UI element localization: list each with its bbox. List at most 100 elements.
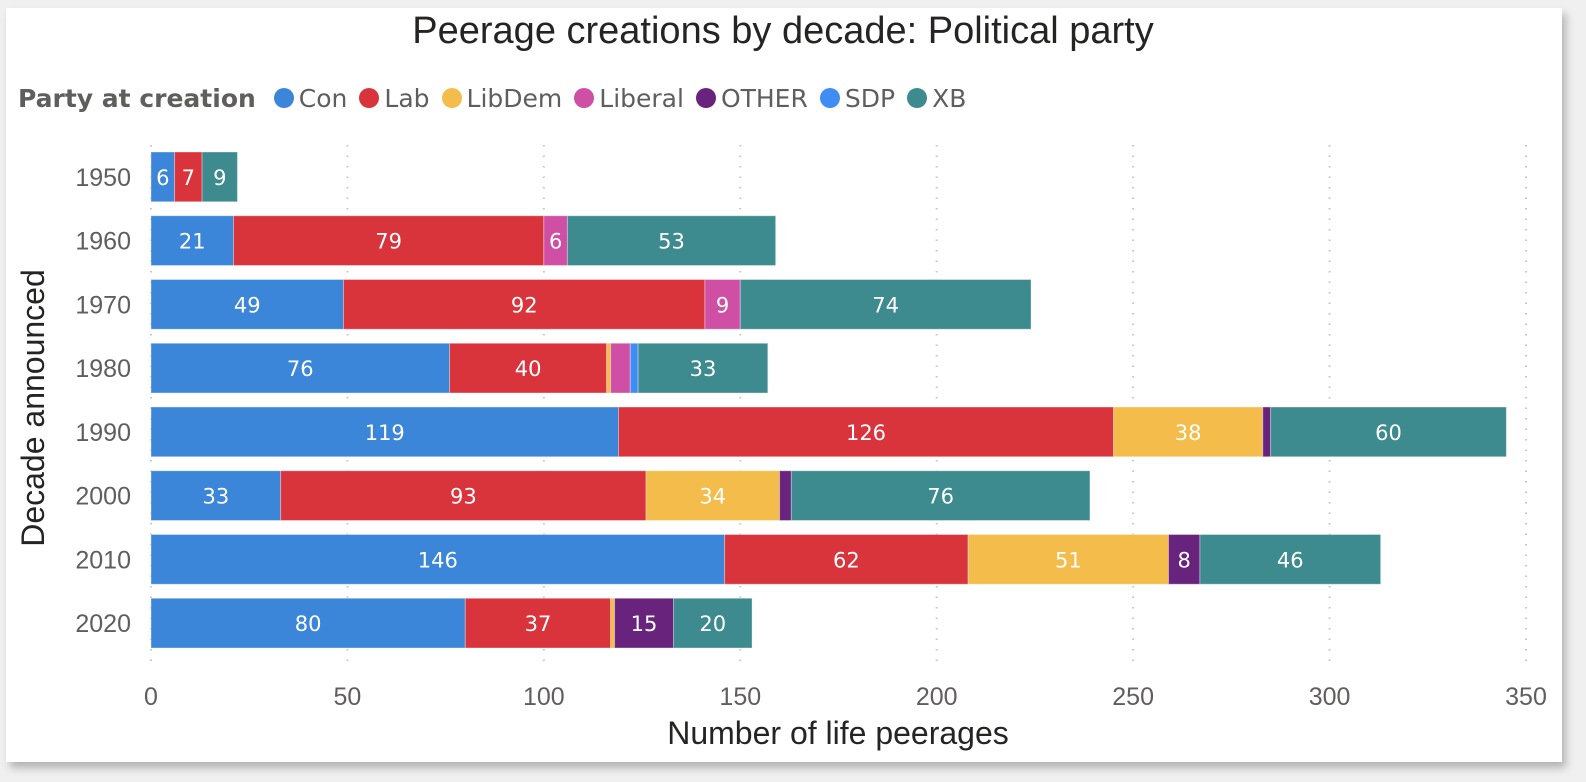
bar-segment-other-1990[interactable] — [1262, 406, 1272, 458]
bar-segment-lab-1980[interactable] — [449, 342, 608, 394]
legend-label: Con — [298, 83, 348, 113]
data-label: 76 — [287, 357, 314, 381]
bar-segment-liberal-1960[interactable] — [543, 215, 568, 266]
legend-item-lab[interactable]: Lab — [359, 83, 430, 113]
data-label: 6 — [549, 230, 562, 254]
x-tick-label: 50 — [334, 683, 362, 711]
bar-segment-xb-2000[interactable] — [790, 470, 1091, 521]
bar-segment-libdem-2020[interactable] — [610, 597, 616, 649]
data-label: 76 — [927, 485, 954, 509]
legend-label: SDP — [844, 83, 896, 113]
data-label: 20 — [699, 612, 726, 636]
bar-segment-sdp-1980[interactable] — [629, 342, 639, 394]
bar-segment-con-1980[interactable] — [150, 342, 451, 394]
y-tick-label: 1970 — [75, 291, 131, 319]
legend-label: Liberal — [599, 83, 684, 113]
data-label: 46 — [1277, 548, 1304, 572]
y-tick-label: 1990 — [75, 419, 131, 447]
x-tick-label: 350 — [1505, 683, 1547, 711]
legend-item-con[interactable]: Con — [273, 83, 348, 113]
bar-segment-xb-1950[interactable] — [201, 151, 238, 203]
legend-item-libdem[interactable]: LibDem — [441, 84, 562, 113]
legend-item-sdp[interactable]: SDP — [819, 83, 896, 113]
data-label: 8 — [1178, 548, 1191, 572]
data-label: 92 — [511, 293, 538, 317]
data-label: 80 — [295, 612, 322, 636]
bar-segment-lab-2010[interactable] — [724, 534, 969, 585]
data-label: 51 — [1055, 548, 1082, 572]
data-label: 60 — [1375, 421, 1402, 445]
bar-segment-liberal-1980[interactable] — [610, 342, 631, 394]
bar-segment-xb-1980[interactable] — [637, 342, 769, 394]
x-axis-label: Number of life peerages — [667, 715, 1009, 751]
legend-item-xb[interactable]: XB — [907, 84, 966, 113]
legend-dot-icon — [359, 88, 380, 108]
legend-dot-icon — [273, 88, 294, 108]
bar-segment-con-2020[interactable] — [150, 597, 466, 649]
bar-segment-lab-2020[interactable] — [464, 597, 612, 649]
data-label: 74 — [872, 293, 899, 317]
legend-label: OTHER — [720, 83, 808, 113]
y-tick-label: 1950 — [75, 164, 131, 192]
legend-item-other[interactable]: OTHER — [695, 83, 808, 113]
bar-segment-lab-1970[interactable] — [343, 279, 706, 330]
bar-segment-con-1960[interactable] — [150, 215, 234, 266]
bar-segment-libdem-1980[interactable] — [606, 342, 612, 394]
x-tick-label: 0 — [144, 683, 158, 711]
data-label: 6 — [156, 166, 169, 190]
bar-segment-other-2000[interactable] — [779, 470, 792, 521]
bar-segment-libdem-2010[interactable] — [967, 534, 1170, 585]
data-label: 15 — [631, 612, 658, 636]
chart-title: Peerage creations by decade: Political p… — [412, 10, 1154, 52]
legend-dot-icon — [441, 88, 462, 108]
bar-segment-con-2000[interactable] — [150, 470, 282, 521]
data-label: 93 — [450, 485, 477, 509]
data-label: 33 — [690, 357, 717, 381]
data-label: 49 — [234, 293, 261, 317]
bar-segment-lab-1990[interactable] — [618, 406, 1114, 458]
data-label: 21 — [179, 230, 206, 254]
data-label: 79 — [375, 230, 402, 254]
y-tick-label: 2020 — [75, 610, 131, 638]
data-label: 146 — [418, 548, 458, 572]
bar-segment-xb-2020[interactable] — [673, 597, 753, 649]
data-label: 119 — [365, 421, 405, 445]
bars — [150, 151, 1507, 649]
legend-dot-icon — [574, 88, 595, 108]
data-label: 33 — [202, 485, 229, 509]
bar-segment-xb-2010[interactable] — [1199, 534, 1382, 585]
y-tick-labels: 1950 1960 1970 1980 1990 2000 2010 2020 — [75, 164, 131, 638]
data-label: 40 — [515, 357, 542, 381]
legend-title: Party at creation — [18, 83, 256, 113]
y-tick-label: 1980 — [75, 355, 131, 383]
legend-label: Lab — [384, 83, 430, 113]
legend-items: Con Lab LibDem Liberal OTHER SDP XB — [273, 83, 979, 113]
x-tick-label: 250 — [1112, 683, 1154, 711]
bar-segment-lab-2000[interactable] — [280, 470, 647, 521]
bar-segment-xb-1970[interactable] — [739, 279, 1032, 330]
legend-label: XB — [932, 83, 967, 113]
bar-segment-other-2010[interactable] — [1168, 534, 1201, 585]
bar-segment-lab-1960[interactable] — [233, 215, 545, 266]
bar-segment-other-2020[interactable] — [614, 597, 674, 649]
bar-segment-liberal-1970[interactable] — [704, 279, 741, 330]
x-tick-label: 100 — [523, 683, 565, 711]
y-axis-label: Decade announced — [15, 269, 51, 547]
data-label: 62 — [833, 548, 860, 572]
bar-segment-xb-1960[interactable] — [566, 215, 777, 266]
data-label: 7 — [182, 166, 195, 190]
x-tick-label: 200 — [916, 683, 958, 711]
data-label: 38 — [1175, 421, 1202, 445]
bar-segment-lab-1950[interactable] — [174, 151, 203, 203]
data-label: 9 — [716, 293, 729, 317]
x-tick-label: 150 — [719, 683, 761, 711]
legend-item-liberal[interactable]: Liberal — [574, 84, 684, 113]
y-tick-label: 1960 — [75, 228, 131, 256]
data-label: 126 — [846, 421, 886, 445]
bar-segment-xb-1990[interactable] — [1270, 406, 1507, 458]
legend-dot-icon — [695, 88, 716, 108]
legend-dot-icon — [907, 88, 928, 108]
bar-segment-con-1970[interactable] — [150, 279, 344, 330]
